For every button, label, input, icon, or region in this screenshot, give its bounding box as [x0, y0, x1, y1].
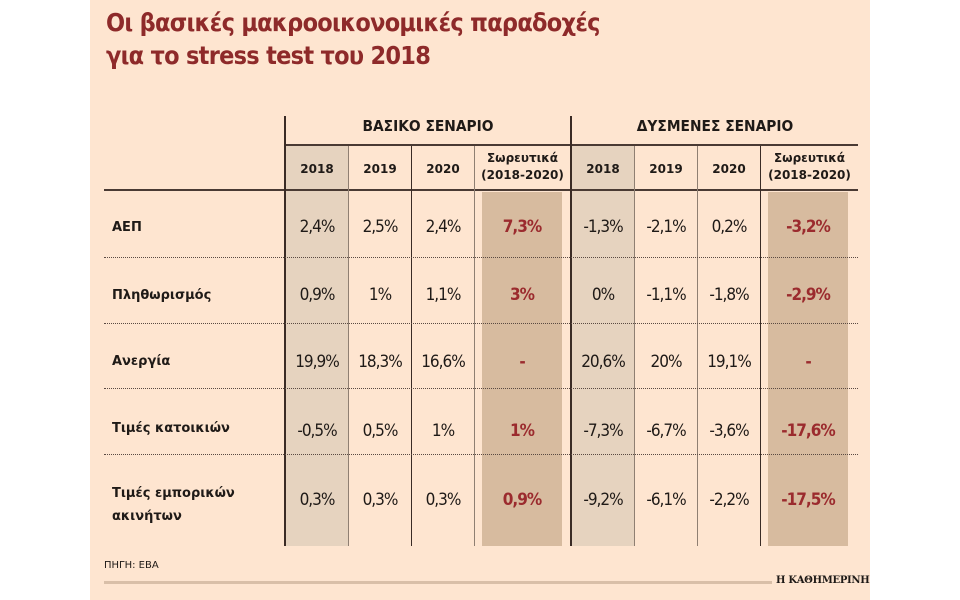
- value-cell: 0%: [591, 285, 615, 305]
- cumulative-value-cell: -: [519, 352, 525, 372]
- source-note: ΠΗΓΗ: EBA: [104, 560, 159, 571]
- value-cell: 20%: [650, 352, 683, 372]
- base-col-divider-2: [411, 146, 412, 546]
- value-cell: 18,3%: [358, 352, 403, 372]
- row-separator: [104, 454, 858, 455]
- value-cell: 1%: [431, 421, 455, 441]
- row-separator: [104, 257, 858, 258]
- base-col-cumulative: Σωρευτικά (2018-2020): [475, 150, 570, 186]
- title-line-1: Οι βασικές μακροοικονομικές παραδοχές: [106, 8, 600, 37]
- value-cell: -6,1%: [646, 490, 686, 510]
- base-col-2019: 2019: [363, 162, 397, 176]
- row-label-line-1: Τιμές εμπορικών: [112, 486, 235, 501]
- value-cell: 19,1%: [707, 352, 752, 372]
- cumulative-range: (2018-2020): [768, 168, 851, 182]
- cumulative-value-cell: 3%: [510, 285, 535, 305]
- row-label-inflation: Πληθωρισμός: [112, 288, 212, 303]
- base-cumulative-column-shade: [482, 192, 562, 546]
- adverse-col-cumulative: Σωρευτικά (2018-2020): [761, 150, 858, 186]
- value-cell: 1%: [368, 285, 392, 305]
- value-cell: 0,5%: [362, 421, 399, 441]
- row-separator: [104, 388, 858, 389]
- row-label-house-prices: Τιμές κατοικιών: [112, 421, 230, 436]
- cumulative-value-cell: -: [805, 352, 811, 372]
- base-col-divider-1: [348, 146, 349, 546]
- base-scenario-header: ΒΑΣΙΚΟ ΣΕΝΑΡΙΟ: [362, 117, 494, 135]
- base-col-2020: 2020: [426, 162, 460, 176]
- adverse-scenario-left-rule: [570, 116, 572, 546]
- adverse-col-2019: 2019: [649, 162, 683, 176]
- title-line-2: για το stress test του 2018: [106, 41, 431, 70]
- value-cell: 2,5%: [362, 217, 399, 237]
- base-scenario-left-rule: [284, 116, 286, 546]
- value-cell: -0,5%: [297, 421, 337, 441]
- value-cell: 19,9%: [295, 352, 340, 372]
- cumulative-range: (2018-2020): [481, 168, 564, 182]
- value-cell: 16,6%: [421, 352, 466, 372]
- adverse-col-2018: 2018: [586, 162, 620, 176]
- value-cell: 0,9%: [299, 285, 336, 305]
- infographic-panel: [90, 0, 870, 600]
- cumulative-value-cell: 1%: [510, 421, 535, 441]
- column-header-rule: [104, 189, 858, 191]
- value-cell: -1,8%: [709, 285, 749, 305]
- page-title: Οι βασικές μακροοικονομικές παραδοχές γι…: [106, 6, 600, 72]
- value-cell: 0,3%: [362, 490, 399, 510]
- cumulative-value-cell: 0,9%: [502, 490, 542, 510]
- adverse-col-2020: 2020: [712, 162, 746, 176]
- footer-rule: [104, 581, 772, 584]
- value-cell: 1,1%: [425, 285, 462, 305]
- adverse-col-divider-3: [760, 146, 761, 546]
- base-2018-column-shade: [286, 146, 348, 546]
- value-cell: 20,6%: [581, 352, 626, 372]
- adverse-2018-column-shade: [572, 146, 634, 546]
- row-label-commercial-property-prices: Τιμές εμπορικών ακινήτων: [112, 484, 235, 526]
- value-cell: -2,1%: [646, 217, 686, 237]
- row-separator: [104, 323, 858, 324]
- base-col-2018: 2018: [300, 162, 334, 176]
- value-cell: -1,3%: [583, 217, 623, 237]
- cumulative-value-cell: -3,2%: [786, 217, 831, 237]
- value-cell: -1,1%: [646, 285, 686, 305]
- value-cell: -2,2%: [709, 490, 749, 510]
- cumulative-value-cell: -2,9%: [786, 285, 831, 305]
- row-label-gdp: ΑΕΠ: [112, 220, 142, 235]
- cumulative-value-cell: 7,3%: [502, 217, 542, 237]
- base-col-divider-3: [474, 146, 475, 546]
- row-label-line-2: ακινήτων: [112, 509, 182, 524]
- value-cell: 2,4%: [425, 217, 462, 237]
- adverse-scenario-header: ΔΥΣΜΕΝΕΣ ΣΕΝΑΡΙΟ: [636, 117, 794, 135]
- adverse-cumulative-column-shade: [768, 192, 848, 546]
- value-cell: -7,3%: [583, 421, 623, 441]
- row-label-unemployment: Ανεργία: [112, 354, 171, 369]
- value-cell: -6,7%: [646, 421, 686, 441]
- publisher-brand: Η ΚΑΘΗΜΕΡΙΝΗ: [776, 575, 870, 586]
- cumulative-label: Σωρευτικά: [486, 151, 559, 165]
- value-cell: -3,6%: [709, 421, 749, 441]
- value-cell: 0,2%: [711, 217, 748, 237]
- adverse-col-divider-1: [634, 146, 635, 546]
- value-cell: 0,3%: [299, 490, 336, 510]
- value-cell: 0,3%: [425, 490, 462, 510]
- adverse-col-divider-2: [697, 146, 698, 546]
- cumulative-label: Σωρευτικά: [773, 151, 846, 165]
- value-cell: 2,4%: [299, 217, 336, 237]
- cumulative-value-cell: -17,5%: [781, 490, 835, 510]
- value-cell: -9,2%: [583, 490, 623, 510]
- cumulative-value-cell: -17,6%: [781, 421, 835, 441]
